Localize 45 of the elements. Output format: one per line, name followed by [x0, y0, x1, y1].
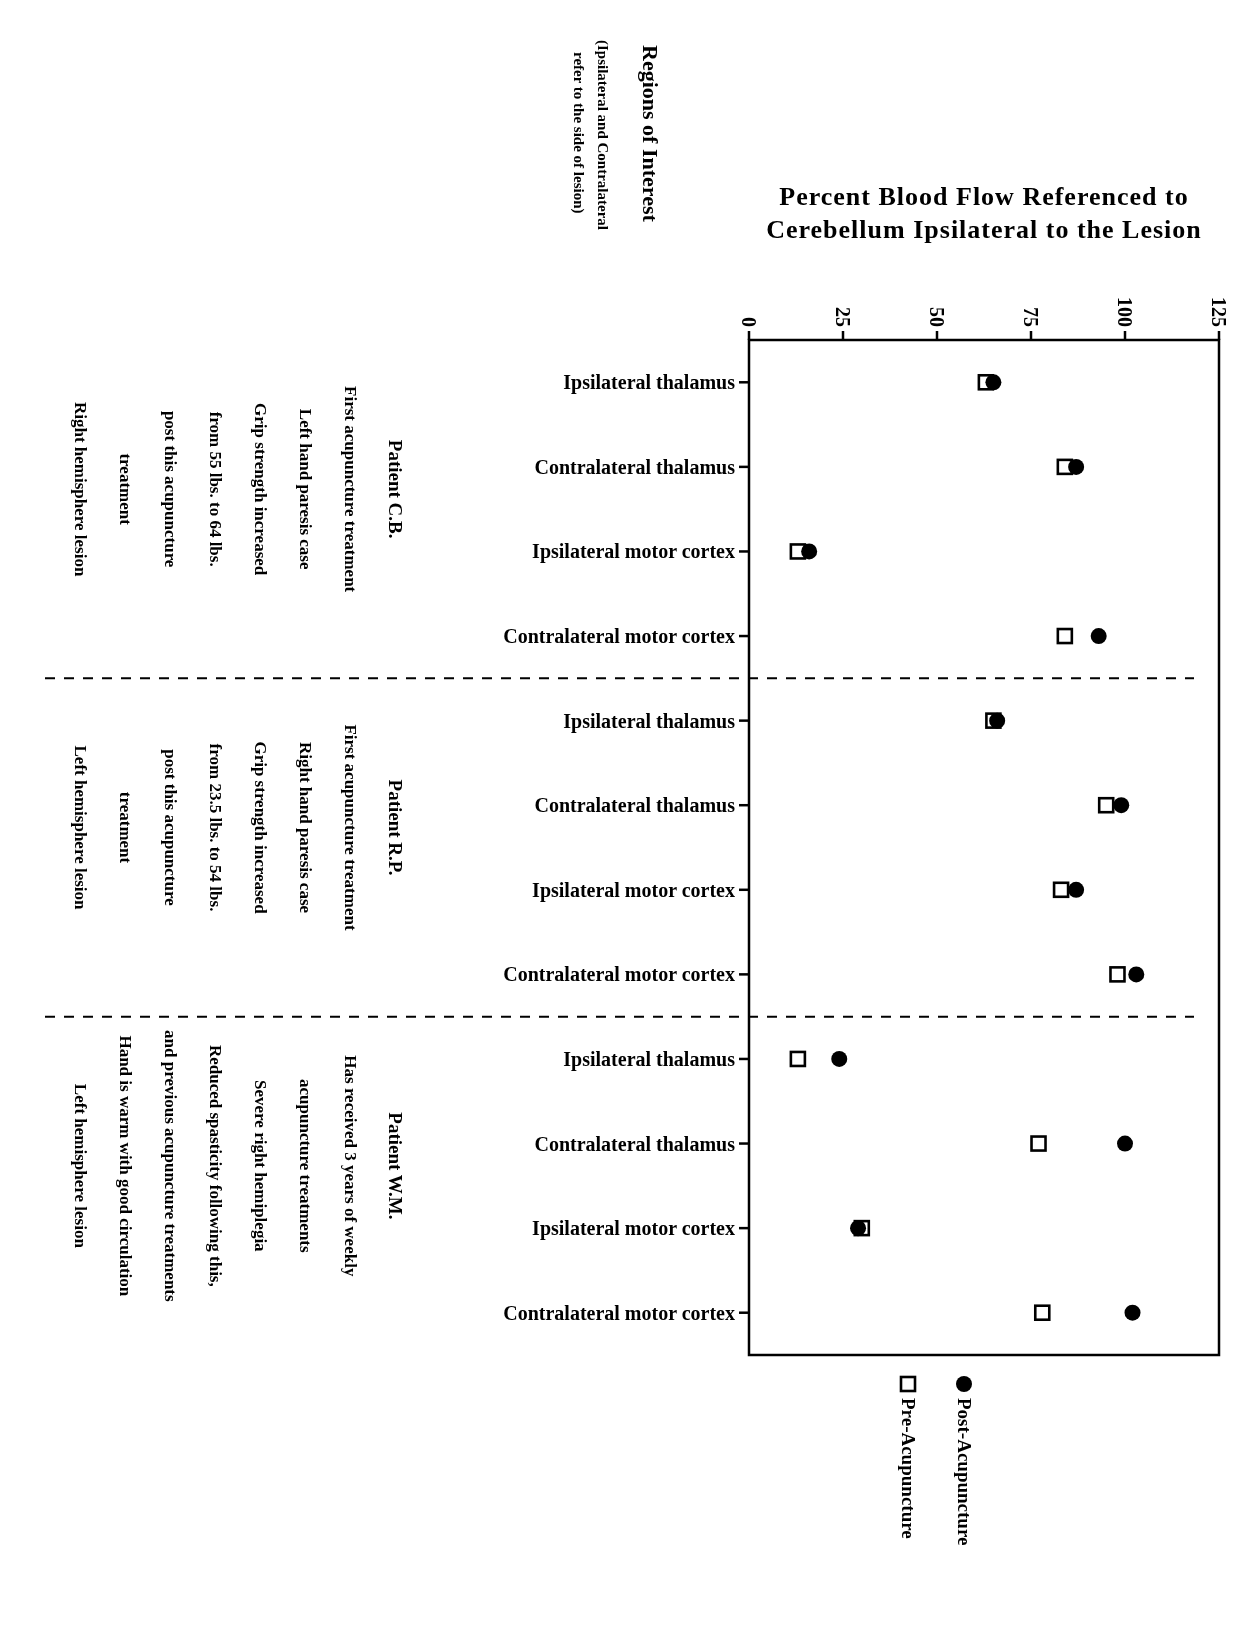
point: [831, 1050, 848, 1067]
point: [1030, 1135, 1047, 1152]
x-tick-label: 0: [738, 317, 760, 327]
y-tick-label: Ipsilateral thalamus: [563, 709, 736, 733]
text: (Ipsilateral and Contralateral refer to the side of lesion): [570, 40, 611, 230]
x-tick-label: 25: [832, 307, 854, 327]
point: [985, 374, 1002, 391]
point: [1109, 966, 1126, 983]
point: [1052, 881, 1070, 899]
x-tick-label: 125: [1208, 297, 1230, 327]
legend-label: Post-Acupuncture: [953, 1398, 975, 1546]
text: Patient C.B. First acupuncture treatment Left hand paresis case Grip strength increased from 55 lbs. to 64 lbs. post this acupuncture treatment Right hemisphere lesion: [70, 386, 406, 593]
point: [1124, 1304, 1141, 1321]
y-tick-label: Contralateral motor cortex: [503, 1301, 735, 1324]
point: [1097, 796, 1115, 814]
text: Patient R.P. First acupuncture treatment Right hand paresis case Grip strength increased from 23.5 lbs. to 54 lbs. post this acupuncture treatment Left hemisphere lesion: [70, 724, 406, 931]
y-tick-label: Ipsilateral thalamus: [563, 371, 736, 395]
point: [1117, 1135, 1133, 1152]
point: [1128, 966, 1145, 983]
y-tick-label: Contralateral motor cortex: [503, 625, 735, 648]
point: [1068, 458, 1085, 475]
legend-label: Pre-Acupuncture: [897, 1398, 919, 1539]
x-tick-label: 75: [1020, 307, 1042, 327]
y-tick-label: Ipsilateral motor cortex: [532, 1217, 735, 1241]
point: [1090, 628, 1107, 645]
y-tick-label: Contralateral thalamus: [534, 1132, 736, 1155]
y-axis-title: Regions of Interest: [637, 45, 663, 223]
point: [1056, 627, 1074, 645]
x-axis-title: Percent Blood Flow Referenced to Cerebellum Ipsilateral to the Lesion: [766, 182, 1202, 244]
point: [1033, 1304, 1051, 1322]
x-tick-label: 100: [1114, 297, 1136, 327]
point: [989, 712, 1006, 729]
y-tick-label: Ipsilateral motor cortex: [532, 540, 735, 564]
point: [850, 1220, 867, 1237]
y-tick-label: Ipsilateral motor cortex: [532, 878, 735, 902]
point: [1113, 797, 1130, 814]
point: [789, 1050, 807, 1068]
text: Patient W.M. Has received 3 years of weekly acupuncture treatments Severe right hemiplegia Reduced spasticity following this, and previous acupuncture treatments Hand is warm with good circulation Left hemisphere lesion: [70, 1030, 406, 1302]
point: [1068, 881, 1085, 898]
point: [801, 543, 818, 560]
x-tick-label: 50: [926, 307, 948, 327]
y-tick-label: Contralateral thalamus: [534, 794, 736, 817]
y-tick-label: Contralateral thalamus: [534, 455, 736, 478]
y-tick-label: Ipsilateral thalamus: [563, 1047, 736, 1071]
y-tick-label: Contralateral motor cortex: [503, 963, 735, 986]
